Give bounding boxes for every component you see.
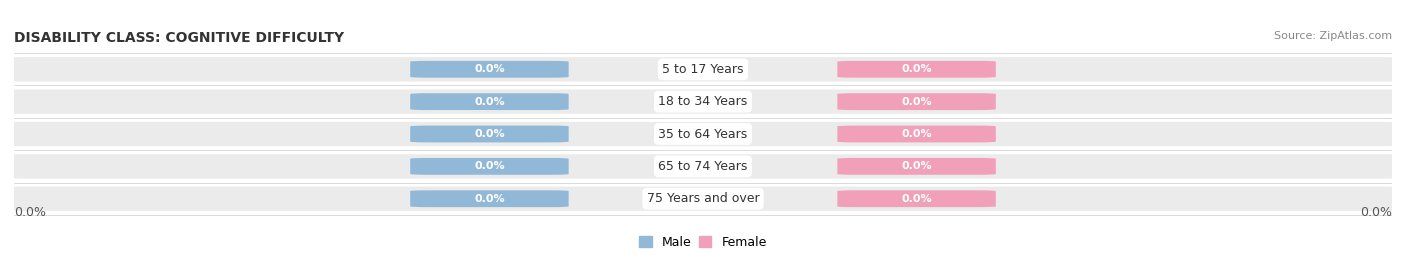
Legend: Male, Female: Male, Female (637, 233, 769, 251)
Text: 0.0%: 0.0% (901, 194, 932, 204)
Text: 0.0%: 0.0% (474, 64, 505, 74)
FancyBboxPatch shape (838, 158, 995, 175)
FancyBboxPatch shape (411, 126, 568, 142)
Text: 0.0%: 0.0% (901, 129, 932, 139)
Text: 0.0%: 0.0% (901, 161, 932, 171)
Text: 65 to 74 Years: 65 to 74 Years (658, 160, 748, 173)
Text: 0.0%: 0.0% (1360, 206, 1392, 219)
FancyBboxPatch shape (411, 93, 568, 110)
FancyBboxPatch shape (7, 90, 1399, 114)
Text: 35 to 64 Years: 35 to 64 Years (658, 128, 748, 140)
FancyBboxPatch shape (7, 187, 1399, 211)
Text: 75 Years and over: 75 Years and over (647, 192, 759, 205)
FancyBboxPatch shape (411, 61, 568, 78)
Text: 0.0%: 0.0% (474, 129, 505, 139)
Text: 0.0%: 0.0% (901, 64, 932, 74)
Text: 0.0%: 0.0% (474, 161, 505, 171)
FancyBboxPatch shape (7, 154, 1399, 178)
Text: 18 to 34 Years: 18 to 34 Years (658, 95, 748, 108)
FancyBboxPatch shape (411, 158, 568, 175)
Text: 0.0%: 0.0% (901, 97, 932, 107)
FancyBboxPatch shape (7, 57, 1399, 81)
FancyBboxPatch shape (411, 190, 568, 207)
FancyBboxPatch shape (838, 93, 995, 110)
Text: 0.0%: 0.0% (474, 194, 505, 204)
Text: DISABILITY CLASS: COGNITIVE DIFFICULTY: DISABILITY CLASS: COGNITIVE DIFFICULTY (14, 31, 344, 45)
Text: 5 to 17 Years: 5 to 17 Years (662, 63, 744, 76)
FancyBboxPatch shape (7, 122, 1399, 146)
FancyBboxPatch shape (838, 126, 995, 142)
FancyBboxPatch shape (838, 190, 995, 207)
Text: 0.0%: 0.0% (474, 97, 505, 107)
Text: 0.0%: 0.0% (14, 206, 46, 219)
FancyBboxPatch shape (838, 61, 995, 78)
Text: Source: ZipAtlas.com: Source: ZipAtlas.com (1274, 31, 1392, 41)
